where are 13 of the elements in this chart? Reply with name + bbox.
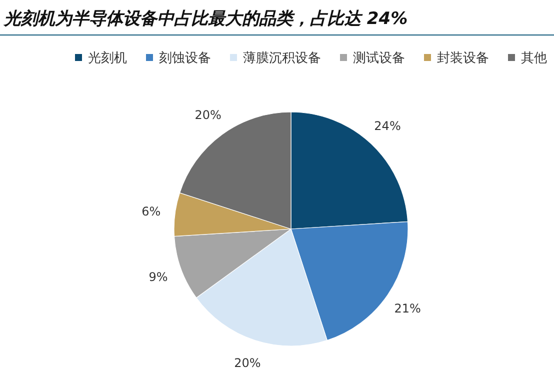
data-label: 6%: [142, 204, 161, 218]
legend-label: 测试设备: [353, 51, 405, 66]
legend-label: 其他: [521, 51, 547, 66]
chart-title: 光刻机为半导体设备中占比最大的品类，占比达 24%: [3, 9, 408, 29]
legend-label: 封装设备: [437, 51, 489, 66]
legend-label: 刻蚀设备: [159, 51, 211, 66]
data-label: 9%: [148, 270, 168, 284]
legend-label: 薄膜沉积设备: [243, 51, 321, 66]
data-label: 21%: [394, 301, 421, 316]
data-label: 20%: [194, 108, 222, 122]
legend-label: 光刻机: [88, 51, 127, 66]
data-label: 20%: [234, 356, 261, 370]
data-label: 24%: [374, 119, 401, 134]
